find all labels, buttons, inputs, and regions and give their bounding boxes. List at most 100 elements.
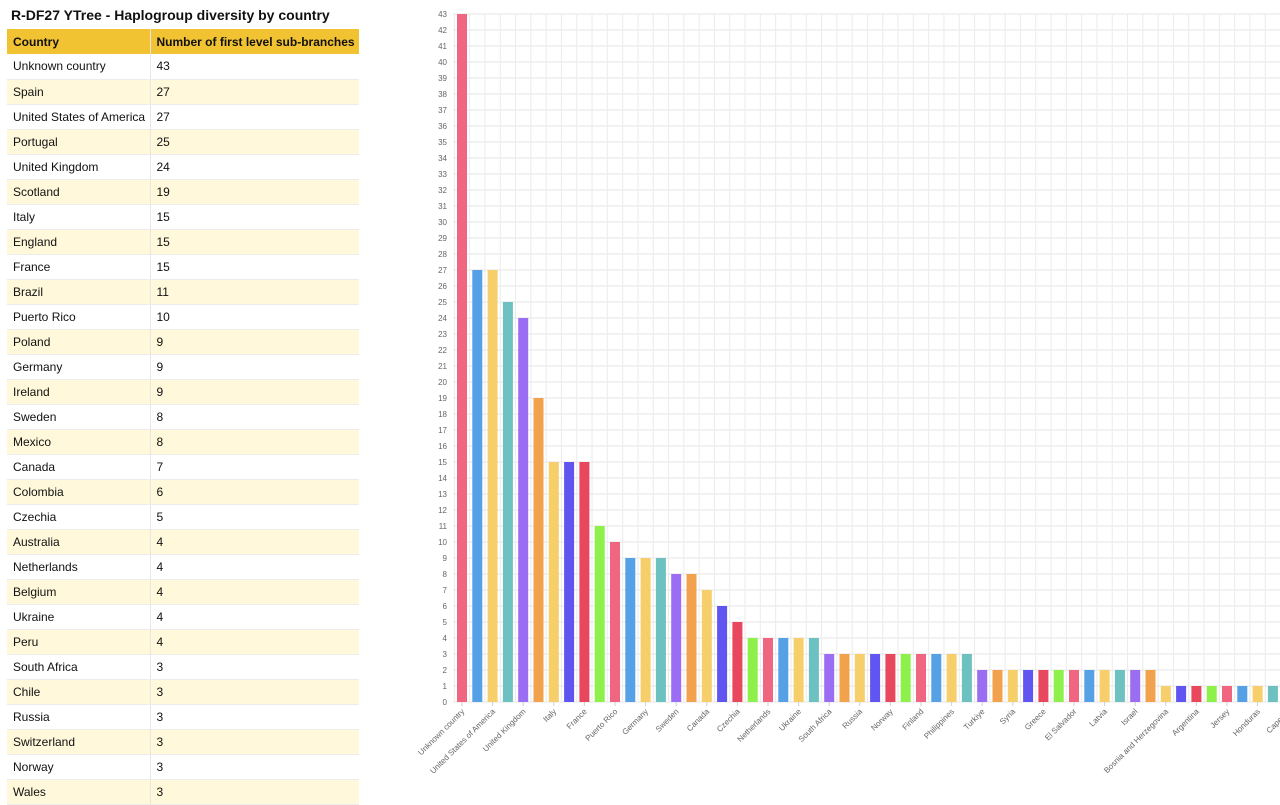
bar[interactable]: [900, 654, 911, 702]
bar[interactable]: [793, 638, 804, 702]
bar[interactable]: [870, 654, 881, 702]
column-header-country[interactable]: Country: [7, 29, 151, 54]
bar[interactable]: [1267, 686, 1278, 702]
y-tick-label: 18: [438, 410, 447, 419]
bar[interactable]: [824, 654, 835, 702]
bar[interactable]: [701, 590, 712, 702]
cell-country: Australia: [7, 529, 151, 555]
bar[interactable]: [778, 638, 789, 702]
bar[interactable]: [487, 270, 498, 702]
bar[interactable]: [564, 462, 575, 702]
y-tick-label: 14: [438, 474, 447, 483]
y-tick-label: 32: [438, 186, 447, 195]
x-tick-label: Finland: [900, 707, 925, 732]
y-axis-ticks: 0123456789101112131415161718192021222324…: [438, 10, 447, 707]
bar[interactable]: [1069, 670, 1079, 702]
bar[interactable]: [1053, 670, 1064, 702]
bar[interactable]: [1237, 686, 1248, 702]
cell-count: 3: [150, 654, 359, 680]
table-row: Poland 9: [7, 329, 359, 355]
bar[interactable]: [686, 574, 697, 702]
x-tick-label: Netherlands: [736, 707, 773, 744]
y-tick-label: 21: [438, 362, 447, 371]
table-row: Australia 4: [7, 529, 359, 555]
y-tick-label: 37: [438, 106, 447, 115]
bar[interactable]: [1222, 686, 1232, 702]
bar[interactable]: [1023, 670, 1034, 702]
cell-country: Belgium: [7, 579, 151, 605]
bar[interactable]: [1038, 670, 1049, 702]
table-row: Unknown country 43: [7, 54, 359, 80]
bar[interactable]: [931, 654, 942, 702]
bar[interactable]: [1252, 686, 1263, 702]
bar[interactable]: [457, 14, 467, 702]
x-tick-label: Greece: [1023, 707, 1048, 732]
bar[interactable]: [625, 558, 636, 702]
bar[interactable]: [1145, 670, 1156, 702]
chart-grid: [453, 13, 1280, 703]
bar[interactable]: [518, 318, 529, 702]
column-header-sub-branches[interactable]: Number of first level sub-branches: [150, 29, 359, 54]
y-tick-label: 23: [438, 330, 447, 339]
y-tick-label: 33: [438, 170, 447, 179]
table-row: Belgium 4: [7, 579, 359, 605]
data-table: Country Number of first level sub-branch…: [7, 29, 359, 805]
bar[interactable]: [640, 558, 651, 702]
bar[interactable]: [533, 398, 544, 702]
bar[interactable]: [717, 606, 728, 702]
bar[interactable]: [671, 574, 682, 702]
bar[interactable]: [977, 670, 988, 702]
x-tick-label: Honduras: [1231, 707, 1262, 738]
bar[interactable]: [1176, 686, 1187, 702]
y-tick-label: 29: [438, 234, 447, 243]
bar[interactable]: [1160, 686, 1171, 702]
page-title: R-DF27 YTree - Haplogroup diversity by c…: [11, 7, 330, 23]
bar[interactable]: [763, 638, 773, 702]
bar[interactable]: [502, 302, 513, 702]
bar[interactable]: [472, 270, 483, 702]
y-tick-label: 40: [438, 58, 447, 67]
cell-count: 43: [150, 54, 359, 80]
cell-count: 3: [150, 779, 359, 805]
cell-count: 5: [150, 504, 359, 530]
table-row: Switzerland 3: [7, 729, 359, 755]
cell-country: South Africa: [7, 654, 151, 680]
x-tick-label: Bosnia and Herzegovina: [1102, 707, 1170, 775]
y-tick-label: 26: [438, 282, 447, 291]
bar[interactable]: [946, 654, 957, 702]
table-row: Norway 3: [7, 754, 359, 780]
bar[interactable]: [961, 654, 972, 702]
x-tick-label: Puerto Rico: [583, 707, 619, 743]
x-tick-label: Norway: [869, 707, 895, 733]
bar[interactable]: [732, 622, 743, 702]
x-tick-label: Ukraine: [777, 707, 803, 733]
bar[interactable]: [1084, 670, 1095, 702]
bar[interactable]: [885, 654, 896, 702]
bar[interactable]: [1007, 670, 1018, 702]
bar[interactable]: [1130, 670, 1141, 702]
bar[interactable]: [992, 670, 1003, 702]
cell-country: Unknown country: [7, 54, 151, 80]
bar[interactable]: [916, 654, 926, 702]
y-tick-label: 43: [438, 10, 447, 19]
cell-country: Mexico: [7, 429, 151, 455]
y-tick-label: 5: [443, 618, 448, 627]
table-row: Netherlands 4: [7, 554, 359, 580]
x-tick-label: Canada: [685, 707, 712, 734]
bar[interactable]: [548, 462, 559, 702]
bar[interactable]: [747, 638, 758, 702]
bar[interactable]: [1191, 686, 1202, 702]
bar[interactable]: [1114, 670, 1125, 702]
table-row: Portugal 25: [7, 129, 359, 155]
bar[interactable]: [854, 654, 865, 702]
bar[interactable]: [579, 462, 590, 702]
bar[interactable]: [1206, 686, 1217, 702]
bar[interactable]: [1099, 670, 1110, 702]
x-tick-label: Czechia: [715, 707, 742, 734]
table-row: Chile 3: [7, 679, 359, 705]
bar[interactable]: [655, 558, 666, 702]
bar[interactable]: [808, 638, 819, 702]
bar[interactable]: [594, 526, 605, 702]
bar[interactable]: [839, 654, 850, 702]
bar[interactable]: [610, 542, 620, 702]
